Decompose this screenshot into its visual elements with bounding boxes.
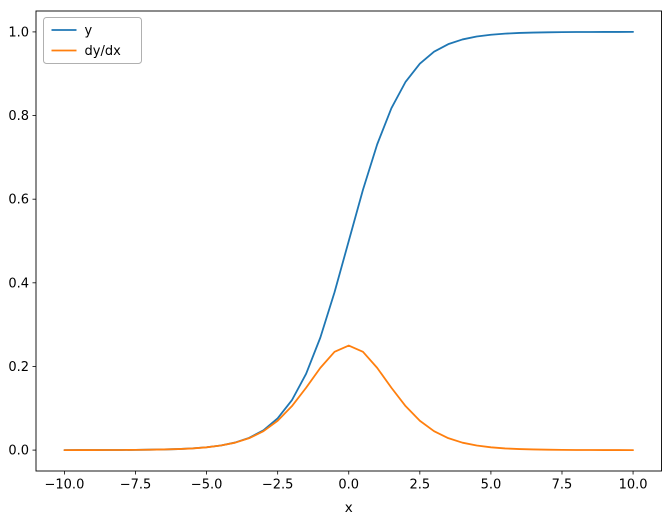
x-tick-label: −10.0 [45, 478, 85, 493]
y-tick-label: 0.6 [8, 193, 29, 208]
legend-box [43, 17, 142, 64]
legend-label: y [85, 24, 93, 39]
y-tick-label: 1.0 [8, 25, 29, 40]
x-tick-label: 5.0 [481, 478, 502, 493]
x-tick-label: −5.0 [191, 478, 223, 493]
x-tick-label: 10.0 [619, 478, 648, 493]
series-line-dy-dx [63, 344, 634, 451]
y-tick-label: 0.4 [8, 276, 29, 291]
x-tick-label: −7.5 [120, 478, 152, 493]
legend-label: dy/dx [85, 44, 122, 59]
y-tick-label: 0.8 [8, 109, 29, 124]
x-tick-label: 0.0 [338, 478, 359, 493]
plot-area-border [35, 10, 662, 472]
y-tick-label: 0.2 [8, 360, 29, 375]
x-tick-label: −2.5 [262, 478, 294, 493]
x-axis-label: x [345, 500, 353, 516]
x-tick-label: 7.5 [552, 478, 573, 493]
series-line-y [63, 31, 634, 451]
y-tick-label: 0.0 [8, 444, 29, 459]
x-tick-label: 2.5 [409, 478, 430, 493]
